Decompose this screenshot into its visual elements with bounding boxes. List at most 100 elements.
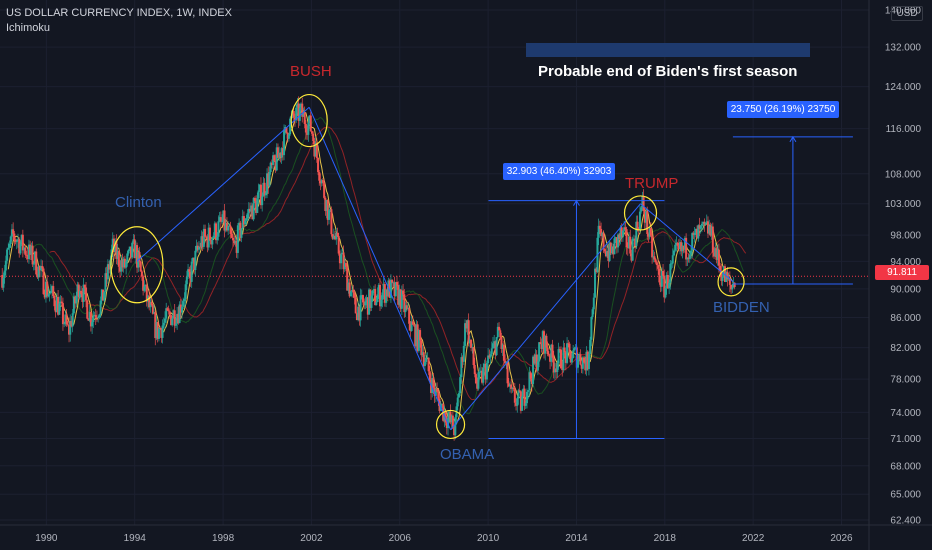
candle-body: [490, 348, 493, 355]
candle-body: [72, 296, 75, 314]
candle-body: [179, 304, 182, 313]
candle-body: [10, 229, 13, 237]
x-tick-label: 2002: [300, 533, 323, 544]
candle-body: [27, 244, 30, 260]
candle-body: [570, 358, 573, 363]
candle-body: [623, 227, 626, 231]
candle-body: [716, 249, 719, 260]
candle-body: [663, 275, 666, 298]
candle-body: [236, 225, 239, 253]
candle-body: [127, 249, 130, 254]
candle-body: [415, 324, 418, 347]
candle-body: [360, 295, 363, 296]
candle-body: [83, 284, 86, 288]
x-tick-label: 2022: [742, 533, 765, 544]
candle-body: [525, 391, 528, 404]
candle-body: [726, 271, 729, 280]
candle-body: [620, 227, 623, 237]
y-tick-label: 78.000: [890, 375, 921, 386]
candle-body: [19, 243, 22, 254]
candle-body: [306, 132, 309, 135]
candle-body: [69, 320, 72, 335]
candle-body: [303, 112, 306, 125]
candle-body: [228, 225, 231, 227]
symbol-title[interactable]: US DOLLAR CURRENCY INDEX, 1W, INDEX: [6, 7, 232, 19]
candle-body: [9, 236, 12, 245]
y-tick-label: 140.000: [885, 6, 922, 17]
candle-body: [259, 184, 262, 206]
candle-body: [573, 348, 576, 351]
candle-body: [722, 266, 725, 277]
indicator-label[interactable]: Ichimoku: [6, 22, 51, 34]
candle-body: [61, 303, 64, 325]
candle-body: [247, 208, 250, 214]
candle-body: [219, 217, 222, 222]
time-axis[interactable]: 1990 1994 1998 2002 2006 2010 2014 2018 2022 2026: [0, 524, 932, 544]
x-tick-label: 2006: [389, 533, 412, 544]
candle-body: [717, 249, 720, 266]
candle-body: [628, 236, 631, 249]
candle-body: [235, 241, 238, 253]
candle-body: [426, 357, 429, 359]
candle-body: [693, 232, 696, 235]
candle-body: [640, 207, 643, 212]
candle-body: [51, 286, 54, 292]
candle-body: [343, 263, 346, 270]
candle-body: [310, 131, 313, 134]
candle-body: [68, 324, 71, 335]
candle-body: [589, 339, 592, 355]
candle-body: [603, 249, 606, 252]
candle-body: [80, 290, 83, 294]
candle-body: [125, 261, 128, 268]
candle-body: [568, 343, 571, 352]
candle-body: [145, 284, 148, 302]
candle-body: [263, 182, 266, 196]
candle-body: [691, 233, 694, 251]
candle-body: [408, 307, 411, 324]
candle-body: [240, 228, 243, 238]
candle-body: [298, 107, 301, 121]
candle-body: [608, 242, 611, 261]
candle-body: [602, 232, 605, 250]
price-axis[interactable]: 140.000 132.000 124.000 116.000 108.000 103.0…: [868, 0, 922, 550]
candle-body: [138, 252, 141, 262]
candle-body: [308, 115, 311, 123]
candle-body: [485, 363, 488, 380]
candle-body: [183, 298, 186, 302]
candle-body: [255, 200, 258, 213]
candle-body: [561, 368, 564, 371]
candle-body: [41, 266, 44, 269]
candle-body: [304, 124, 307, 133]
candle-body: [154, 312, 157, 339]
candle-body: [467, 320, 470, 344]
candle-body: [488, 355, 491, 358]
candle-body: [586, 351, 589, 370]
candle-body: [309, 115, 312, 132]
candle-body: [102, 289, 105, 301]
trend-line: [308, 107, 452, 430]
candle-body: [728, 277, 731, 285]
highlight-circle: [110, 226, 164, 304]
candle-body: [405, 305, 408, 310]
candle-body: [466, 320, 469, 329]
candle-body: [538, 342, 541, 362]
y-tick-label: 90.000: [890, 284, 921, 295]
candle-body: [609, 242, 612, 254]
candle-body: [420, 340, 423, 356]
measure-label-second[interactable]: 23.750 (26.19%) 23750: [727, 101, 839, 118]
candle-body: [725, 271, 728, 283]
candle-body: [713, 252, 716, 257]
x-tick-label: 1994: [124, 533, 147, 544]
currency-label[interactable]: USD: [891, 6, 923, 21]
candle-body: [536, 361, 539, 371]
candle-body: [142, 276, 145, 291]
candle-body: [66, 324, 69, 326]
candle-body: [474, 374, 477, 384]
candle-body: [95, 317, 98, 319]
candle-body: [638, 211, 641, 231]
candle-body: [361, 295, 364, 303]
candle-body: [238, 222, 241, 226]
candle-body: [550, 344, 553, 362]
measure-label-first[interactable]: 32.903 (46.40%) 32903: [503, 163, 615, 180]
